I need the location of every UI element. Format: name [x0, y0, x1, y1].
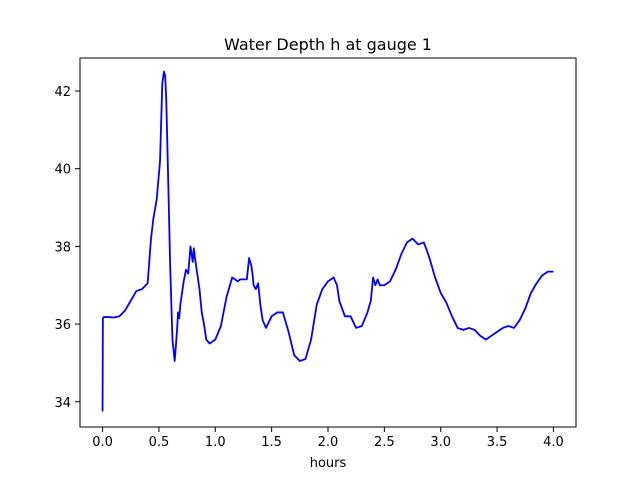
x-tick-label: 0.0: [92, 435, 113, 450]
y-tick-label: 40: [54, 163, 71, 178]
x-axis: 0.0 0.5 1.0 1.5 2.0 2.5 3.0 3.5 4.0: [92, 427, 564, 450]
y-axis: 34 36 38 40 42: [54, 85, 80, 411]
plot-frame: [79, 57, 577, 428]
x-tick-label: 3.5: [487, 435, 508, 450]
y-tick-label: 34: [54, 396, 71, 411]
plot-area: [101, 70, 554, 412]
x-tick-label: 3.0: [430, 435, 451, 450]
y-tick-label: 36: [54, 318, 71, 333]
x-axis-label: hours: [310, 456, 347, 471]
chart-title: Water Depth h at gauge 1: [224, 35, 432, 54]
x-tick-label: 2.0: [318, 435, 339, 450]
y-tick-label: 38: [54, 240, 71, 255]
x-tick-label: 2.5: [374, 435, 395, 450]
x-tick-label: 4.0: [543, 435, 564, 450]
y-tick-label: 42: [54, 85, 71, 100]
x-tick-label: 1.0: [205, 435, 226, 450]
series-line: [101, 70, 554, 412]
x-tick-label: 0.5: [149, 435, 170, 450]
x-tick-label: 1.5: [261, 435, 282, 450]
